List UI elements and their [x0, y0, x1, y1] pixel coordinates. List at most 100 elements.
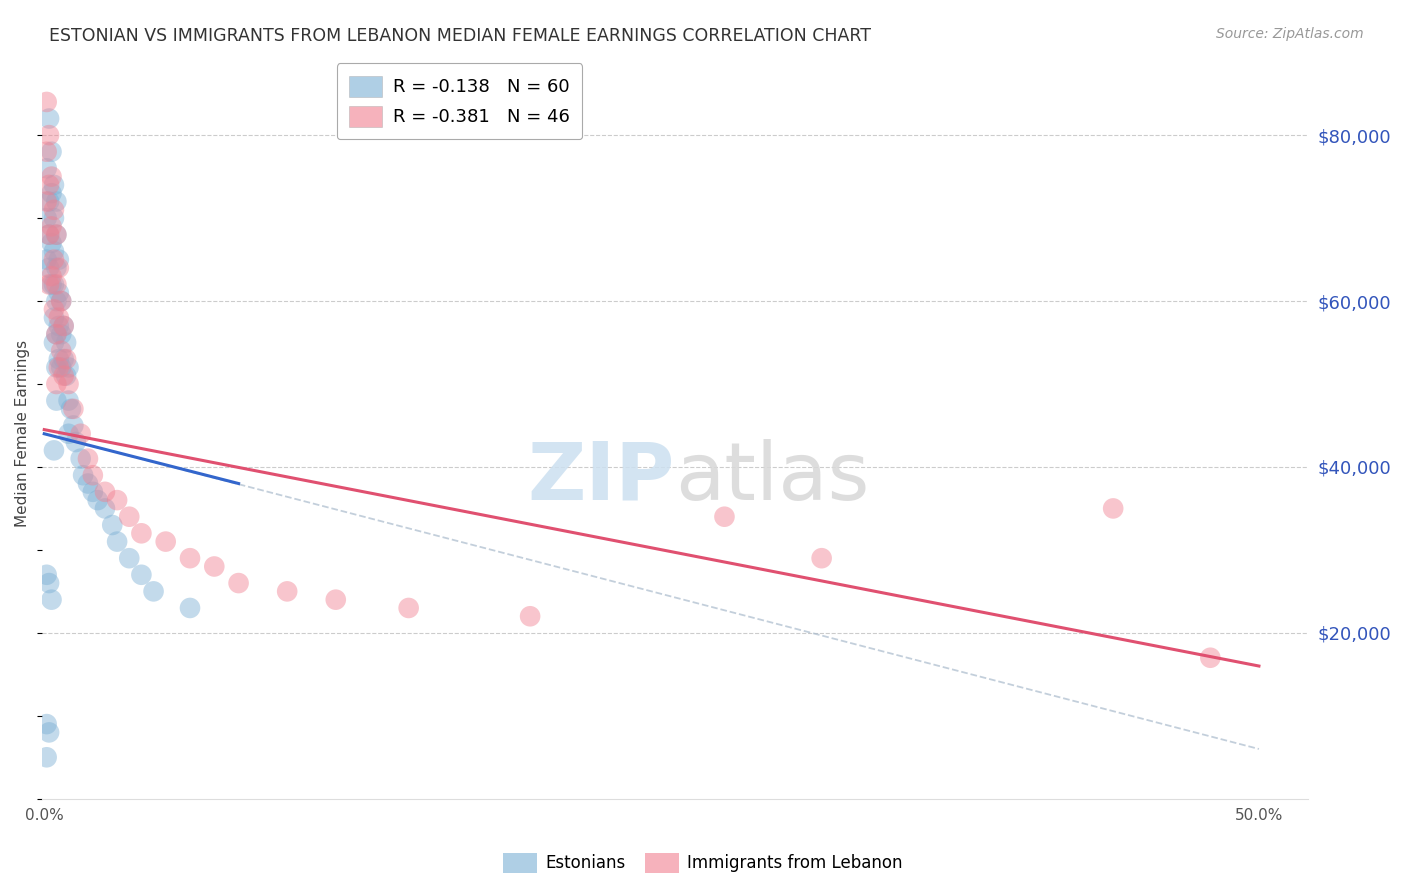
Point [77, 476, 100, 491]
Point [52, 352, 75, 367]
Point [35, 95, 58, 109]
Point [41, 219, 63, 234]
Text: ZIP: ZIP [527, 439, 675, 516]
Point [38, 128, 60, 142]
Point [58, 393, 80, 408]
Point [82, 468, 104, 483]
Point [48, 285, 70, 300]
Point [38, 277, 60, 292]
Point [62, 418, 84, 433]
Point [35, 161, 58, 176]
Point [45, 327, 67, 342]
Point [48, 318, 70, 333]
Point [94, 501, 117, 516]
Point [142, 584, 165, 599]
Point [51, 360, 73, 375]
Point [45, 260, 67, 275]
Point [69, 426, 91, 441]
Point [398, 601, 420, 615]
Point [48, 252, 70, 267]
Point [72, 468, 94, 483]
Point [325, 592, 347, 607]
Point [55, 368, 77, 383]
Point [59, 401, 82, 416]
Point [51, 327, 73, 342]
Y-axis label: Median Female Earnings: Median Female Earnings [15, 340, 30, 527]
Point [45, 360, 67, 375]
Point [105, 534, 128, 549]
Point [38, 227, 60, 242]
Point [51, 293, 73, 308]
Point [35, 717, 58, 731]
Point [228, 576, 250, 591]
Point [42, 310, 65, 325]
Point [131, 567, 153, 582]
Point [713, 509, 735, 524]
Point [41, 592, 63, 607]
Point [52, 318, 75, 333]
Point [41, 277, 63, 292]
Point [58, 376, 80, 391]
Point [51, 293, 73, 308]
Legend: Estonians, Immigrants from Lebanon: Estonians, Immigrants from Lebanon [496, 847, 910, 880]
Point [41, 169, 63, 184]
Point [42, 302, 65, 317]
Point [41, 269, 63, 284]
Point [94, 484, 117, 499]
Point [35, 252, 58, 267]
Point [810, 551, 832, 566]
Point [38, 227, 60, 242]
Legend: R = -0.138   N = 60, R = -0.381   N = 46: R = -0.138 N = 60, R = -0.381 N = 46 [337, 63, 582, 139]
Point [55, 352, 77, 367]
Point [105, 493, 128, 508]
Point [131, 526, 153, 541]
Point [202, 559, 225, 574]
Point [38, 260, 60, 275]
Point [1199, 650, 1222, 665]
Point [38, 112, 60, 126]
Point [48, 260, 70, 275]
Point [48, 310, 70, 325]
Point [38, 576, 60, 591]
Point [51, 343, 73, 358]
Point [38, 725, 60, 739]
Point [35, 194, 58, 209]
Text: ESTONIAN VS IMMIGRANTS FROM LEBANON MEDIAN FEMALE EARNINGS CORRELATION CHART: ESTONIAN VS IMMIGRANTS FROM LEBANON MEDI… [49, 27, 872, 45]
Point [42, 211, 65, 225]
Point [1102, 501, 1125, 516]
Point [52, 368, 75, 383]
Point [86, 493, 108, 508]
Point [118, 551, 141, 566]
Point [101, 518, 124, 533]
Point [58, 426, 80, 441]
Point [62, 401, 84, 416]
Point [52, 318, 75, 333]
Point [38, 194, 60, 209]
Point [48, 360, 70, 375]
Point [155, 534, 177, 549]
Point [48, 352, 70, 367]
Point [55, 335, 77, 350]
Point [35, 211, 58, 225]
Point [45, 376, 67, 391]
Text: atlas: atlas [675, 439, 869, 516]
Point [42, 335, 65, 350]
Point [58, 360, 80, 375]
Point [69, 451, 91, 466]
Point [45, 227, 67, 242]
Point [82, 484, 104, 499]
Point [276, 584, 298, 599]
Point [45, 327, 67, 342]
Point [35, 567, 58, 582]
Point [179, 551, 201, 566]
Point [35, 145, 58, 159]
Point [42, 178, 65, 192]
Point [42, 443, 65, 458]
Point [41, 145, 63, 159]
Point [118, 509, 141, 524]
Point [65, 435, 87, 450]
Point [45, 293, 67, 308]
Point [45, 194, 67, 209]
Point [45, 277, 67, 292]
Point [42, 244, 65, 259]
